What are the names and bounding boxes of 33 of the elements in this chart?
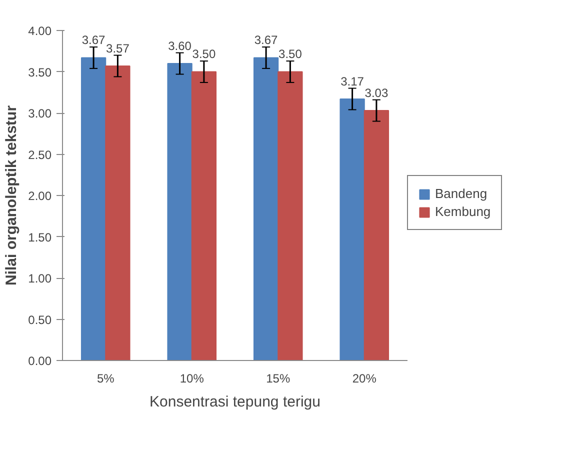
y-axis-title: Nilai organoleptik tekstur <box>3 105 20 286</box>
bar <box>340 98 365 360</box>
data-label: 3.57 <box>106 41 130 56</box>
x-axis-title: Konsentrasi tepung terigu <box>150 394 320 410</box>
y-tick-label: 3.50 <box>28 65 52 80</box>
bar <box>105 65 130 360</box>
data-label: 3.50 <box>278 47 302 62</box>
y-tick-label: 0.50 <box>28 312 52 327</box>
y-tick-label: 1.00 <box>28 272 52 286</box>
legend-label: Kembung <box>435 204 491 219</box>
y-tick-label: 1.50 <box>28 230 52 244</box>
bar <box>191 71 217 360</box>
y-tick-label: 3.00 <box>28 106 52 120</box>
y-tick-label: 0.00 <box>28 354 52 368</box>
y-tick-label: 4.00 <box>28 24 52 38</box>
x-tick-label: 20% <box>352 372 377 386</box>
x-tick-label: 5% <box>96 372 115 386</box>
x-tick-label: 15% <box>266 372 290 386</box>
data-label: 3.67 <box>82 33 106 47</box>
data-label: 3.67 <box>254 33 278 47</box>
bar <box>364 110 390 360</box>
bar <box>253 57 279 360</box>
data-label: 3.50 <box>192 47 216 62</box>
bar <box>278 71 303 360</box>
data-label: 3.03 <box>364 86 388 100</box>
y-tick-label: 2.50 <box>28 148 52 162</box>
y-tick-label: 2.00 <box>28 189 52 203</box>
data-label: 3.17 <box>340 74 364 88</box>
data-label: 3.60 <box>168 38 192 53</box>
bar <box>167 63 192 360</box>
legend-label: Bandeng <box>435 186 488 201</box>
bar <box>80 57 106 360</box>
x-tick-label: 10% <box>180 372 204 386</box>
